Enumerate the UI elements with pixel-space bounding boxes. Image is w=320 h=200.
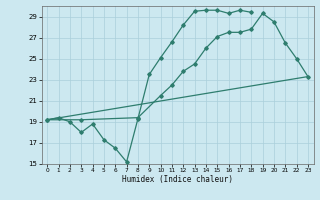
X-axis label: Humidex (Indice chaleur): Humidex (Indice chaleur)	[122, 175, 233, 184]
